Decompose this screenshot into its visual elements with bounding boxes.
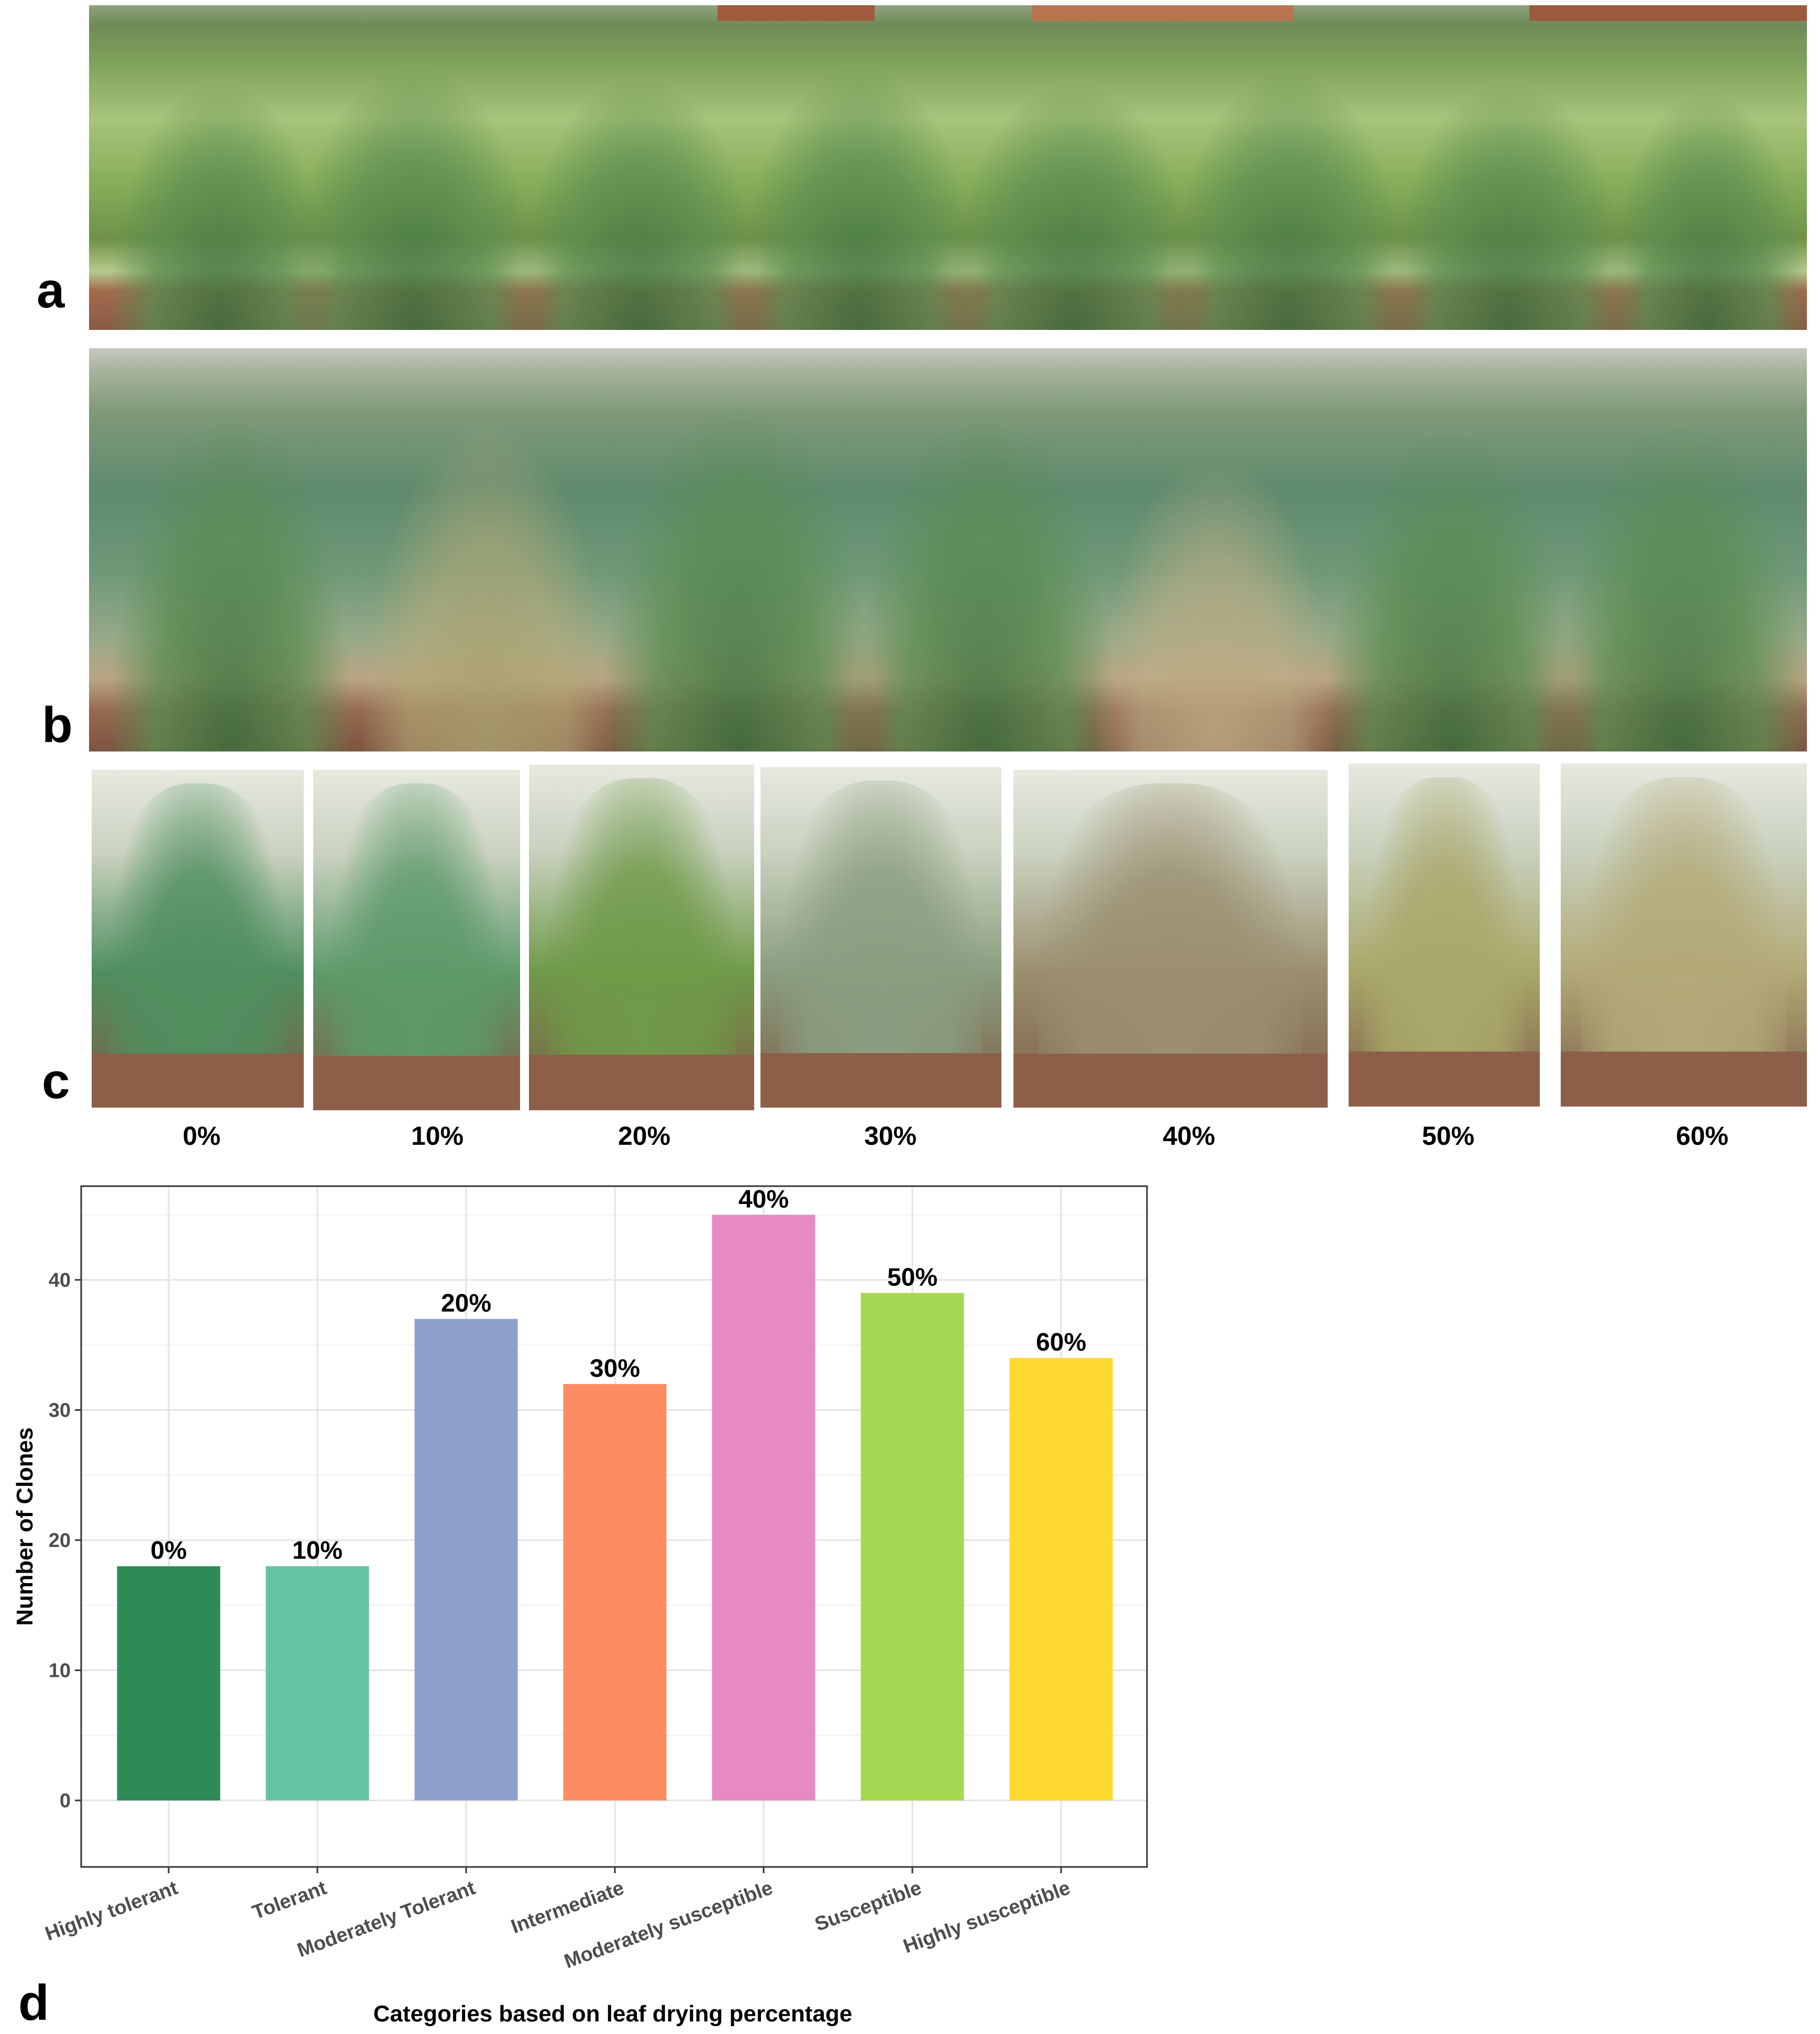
bar-data-label-4: 40% xyxy=(738,1186,789,1213)
field-photo-b xyxy=(89,348,1807,751)
y-tick-label-40: 40 xyxy=(49,1269,71,1291)
chart-bars xyxy=(117,1214,1113,1800)
drying-label-60: 60% xyxy=(1675,1121,1729,1151)
panel-label-a: a xyxy=(37,262,65,318)
clump-photo-6 xyxy=(1561,764,1807,1107)
drying-label-50: 50% xyxy=(1421,1121,1475,1151)
drying-label-20: 20% xyxy=(617,1121,671,1151)
bar-data-label-3: 30% xyxy=(590,1355,640,1383)
bar-5 xyxy=(861,1292,964,1800)
y-tick-label-0: 0 xyxy=(60,1790,71,1812)
clump-photo-4 xyxy=(1013,770,1328,1108)
clump-photo-3 xyxy=(760,767,1001,1108)
bar-data-label-6: 60% xyxy=(1036,1329,1086,1356)
clump-photo-5 xyxy=(1349,764,1540,1107)
bar-6 xyxy=(1009,1358,1113,1800)
bar-data-label-1: 10% xyxy=(292,1537,343,1565)
y-tick-label-20: 20 xyxy=(49,1530,71,1552)
panel-label-b: b xyxy=(42,697,73,753)
chart-data-labels: 0% 10% 20% 30% 40% 50% 60% xyxy=(150,1186,1086,1565)
bar-0 xyxy=(117,1566,220,1800)
panel-label-c: c xyxy=(42,1053,70,1109)
x-tick-label-0: Highly tolerant xyxy=(42,1877,181,1945)
bar-data-label-2: 20% xyxy=(441,1290,491,1318)
bar-3 xyxy=(563,1384,667,1800)
drying-label-30: 30% xyxy=(864,1121,917,1151)
drying-label-40: 40% xyxy=(1162,1121,1216,1151)
x-tick-label-6: Highly susceptible xyxy=(900,1877,1073,1958)
x-axis-title: Categories based on leaf drying percenta… xyxy=(373,2001,852,2027)
drying-label-10: 10% xyxy=(411,1121,464,1151)
bar-chart: 0% 10% 20% 30% 40% 50% 60% 0 10 20 30 40 Highly to… xyxy=(12,1185,1148,2027)
field-photo-a xyxy=(89,5,1807,330)
y-tick-label-10: 10 xyxy=(49,1660,71,1682)
x-tick-label-3: Intermediate xyxy=(508,1877,627,1938)
bar-4 xyxy=(712,1214,815,1800)
x-tick-label-1: Tolerant xyxy=(249,1877,329,1924)
clump-photo-0 xyxy=(92,770,304,1108)
bar-2 xyxy=(414,1319,518,1800)
bar-1 xyxy=(266,1566,369,1800)
bar-data-label-0: 0% xyxy=(150,1537,186,1565)
y-axis-ticks: 0 10 20 30 40 xyxy=(49,1269,81,1812)
panel-label-d: d xyxy=(18,1975,49,2031)
y-axis-title: Number of Clones xyxy=(12,1428,38,1626)
y-tick-label-30: 30 xyxy=(49,1400,71,1422)
clump-photo-1 xyxy=(313,770,520,1110)
clump-photo-2 xyxy=(529,765,754,1110)
drying-label-0: 0% xyxy=(182,1121,221,1151)
bar-data-label-5: 50% xyxy=(887,1264,937,1291)
x-tick-label-5: Susceptible xyxy=(812,1877,924,1936)
